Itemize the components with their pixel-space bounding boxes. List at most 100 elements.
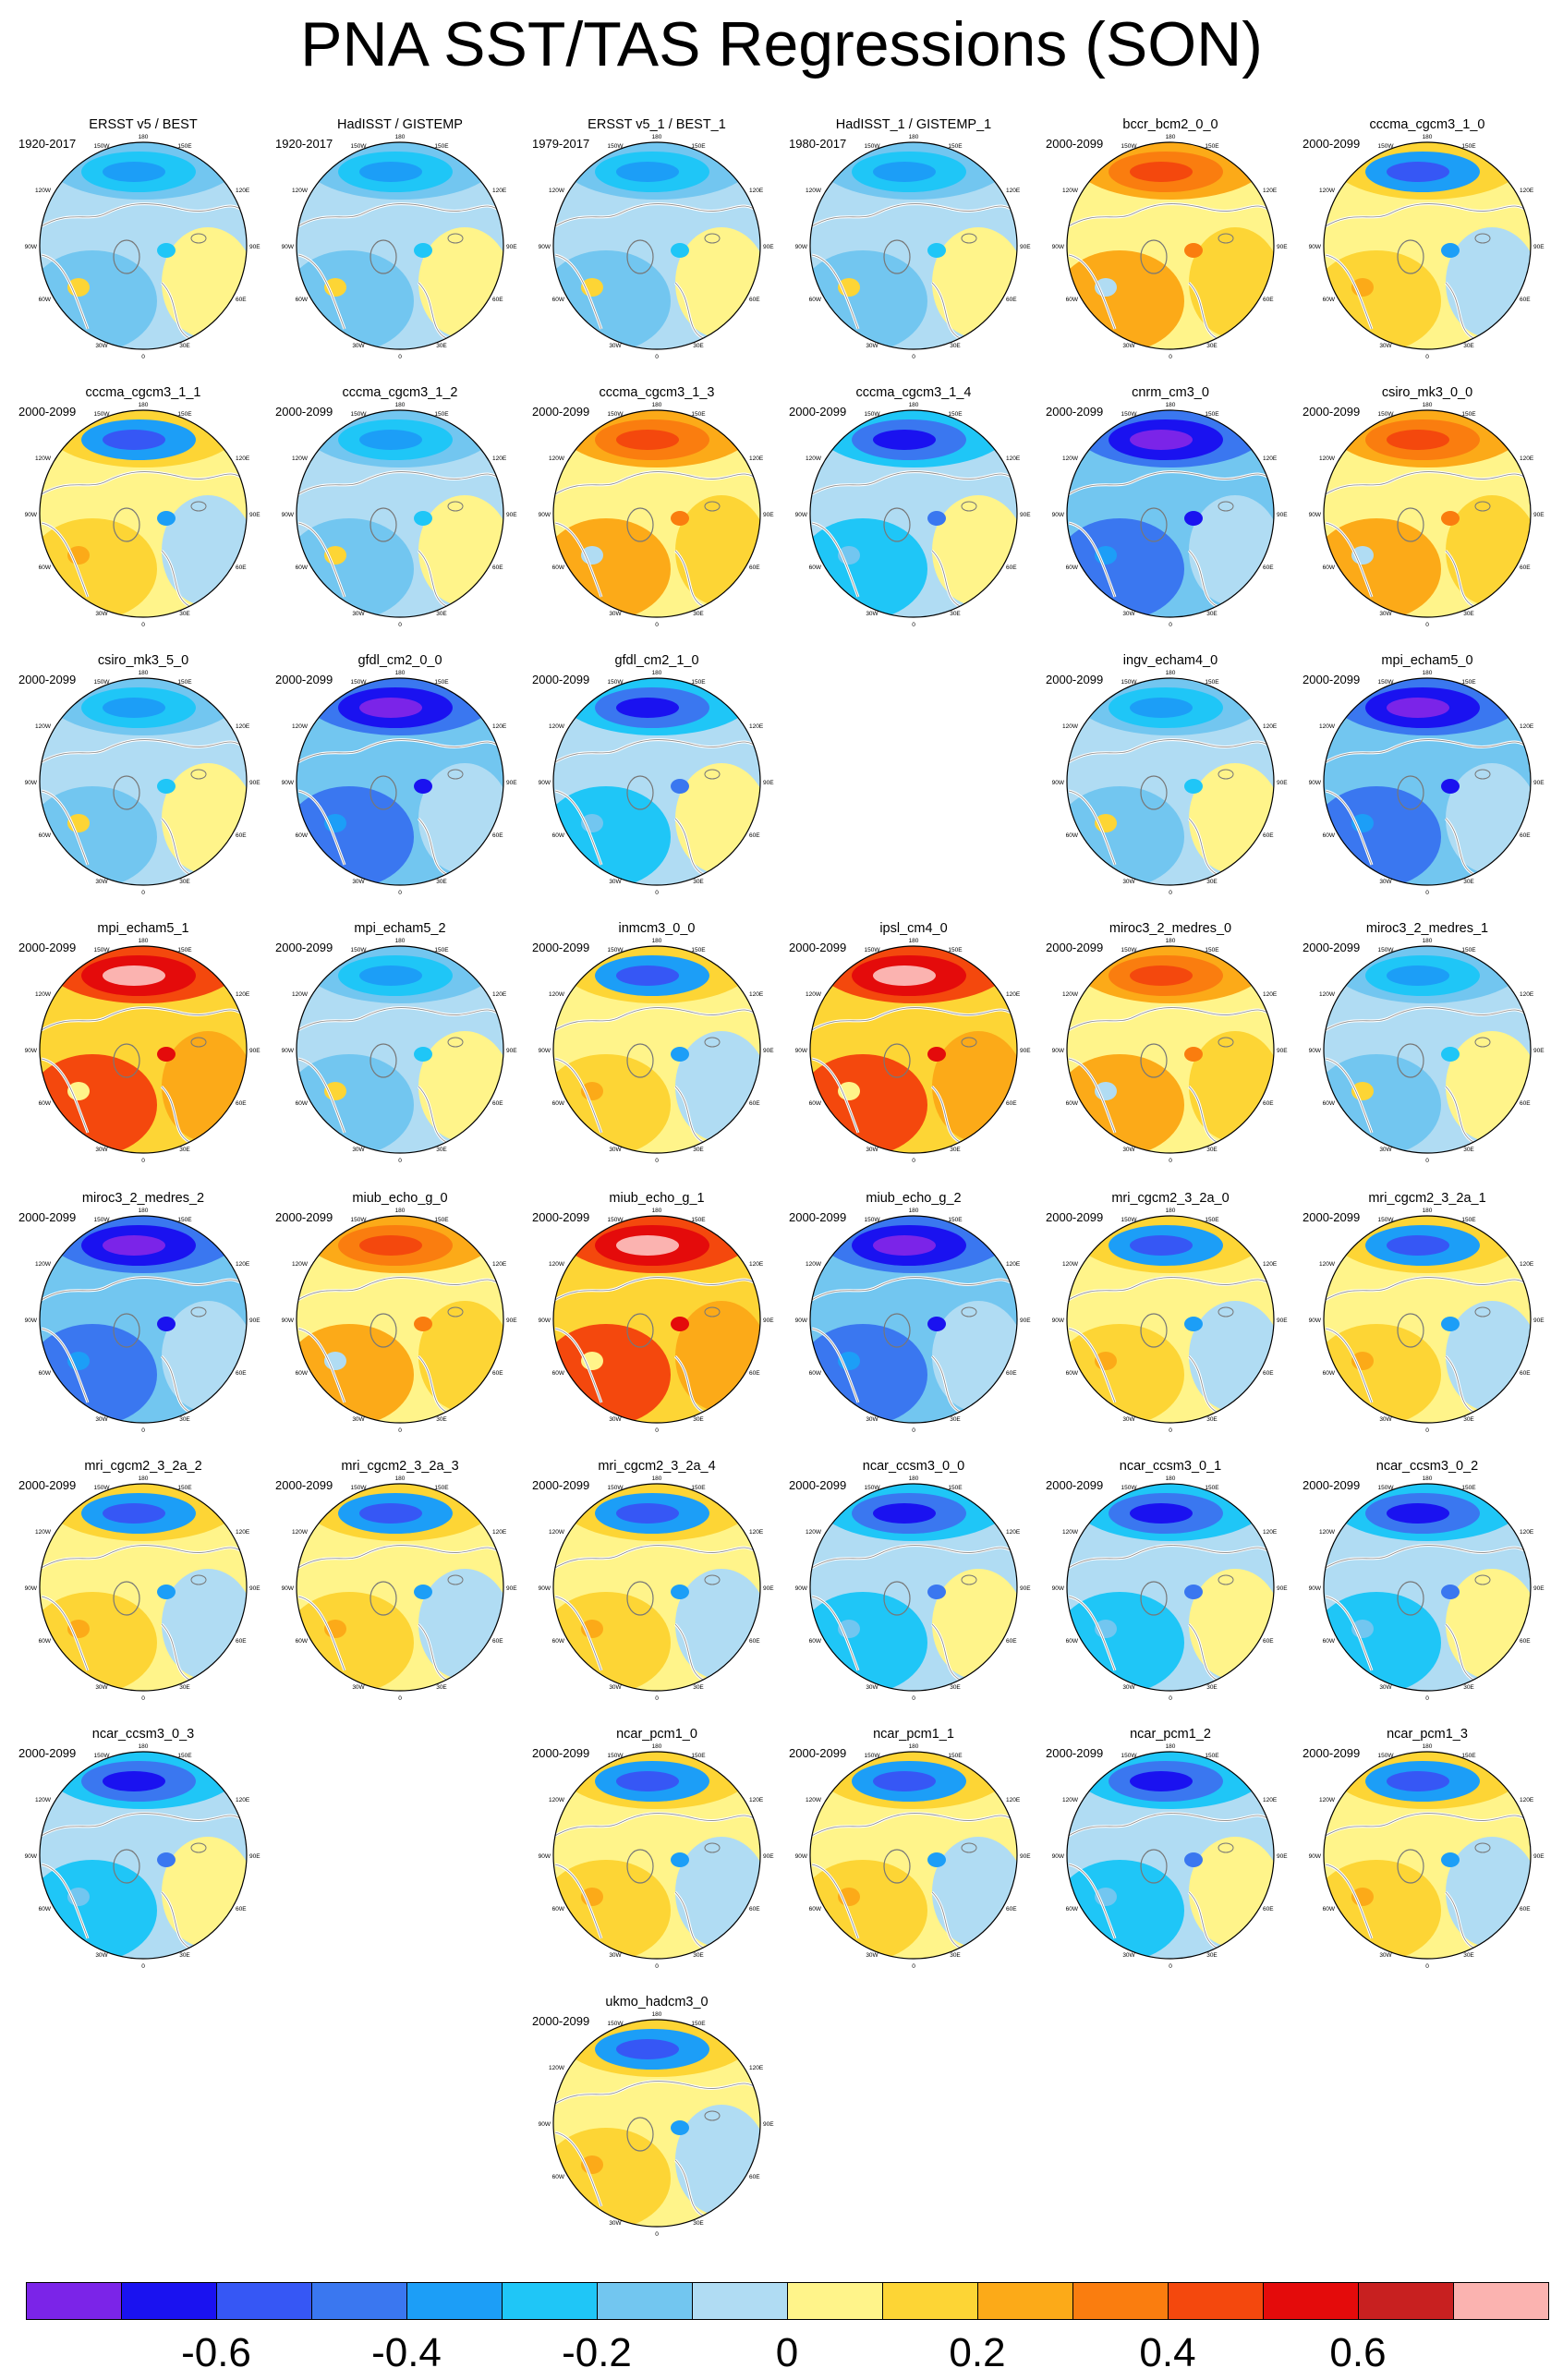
coastline <box>553 471 760 496</box>
map-panel: 180 150W 150E 120W 120E 90W 90E 60W 60E 30W 30E 0 mp… <box>1302 652 1552 894</box>
field-spot <box>1184 243 1203 258</box>
longitude-label: 120W <box>1062 1261 1079 1268</box>
pna-core <box>1387 1771 1449 1791</box>
longitude-label: 180 <box>139 1475 149 1482</box>
panel-period: 1920-2017 <box>275 137 333 151</box>
map-panel: 180 150W 150E 120W 120E 90W 90E 60W 60E 30W 30E 0 nc… <box>789 1458 1038 1700</box>
longitude-label: 90E <box>249 512 260 518</box>
island-outline <box>190 1037 207 1048</box>
greenland-outline <box>1397 1849 1424 1884</box>
longitude-label: 120W <box>35 455 52 462</box>
panel-period: 1980-2017 <box>789 137 847 151</box>
longitude-label: 90E <box>1533 512 1545 518</box>
longitude-label: 30E <box>179 611 190 617</box>
coastline <box>1067 1007 1274 1032</box>
longitude-label: 150W <box>351 1217 368 1223</box>
greenland-outline <box>1140 1849 1168 1884</box>
map-field <box>553 410 760 617</box>
longitude-label: 90E <box>506 1048 517 1054</box>
field-spot <box>1441 1852 1460 1867</box>
longitude-label: 150W <box>94 1753 111 1759</box>
longitude-label: 60E <box>492 297 503 303</box>
map-panel: 180 150W 150E 120W 120E 90W 90E 60W 60E 30W 30E 0 mi… <box>1302 920 1552 1162</box>
longitude-label: 150W <box>351 143 368 150</box>
polar-map: 180 150W 150E 120W 120E 90W 90E 60W 60E 30W 30E 0 <box>1309 134 1545 358</box>
island-outline <box>961 1306 977 1318</box>
longitude-label: 180 <box>395 1475 406 1482</box>
longitude-label: 30W <box>1122 343 1135 349</box>
longitude-label: 120W <box>806 455 822 462</box>
coastline <box>1068 1058 1218 1143</box>
longitude-label: 120W <box>1319 723 1336 730</box>
longitude-label: 150E <box>1205 1217 1219 1223</box>
longitude-label: 30E <box>436 343 447 349</box>
greenland-outline <box>1140 1313 1168 1348</box>
colorbar-tick-label: 0.2 <box>949 2330 1006 2375</box>
longitude-label: 30W <box>352 879 365 885</box>
map-panel: 180 150W 150E 120W 120E 90W 90E 60W 60E 30W 30E 0 mi… <box>532 1190 782 1432</box>
polar-map: 180 150W 150E 120W 120E 90W 90E 60W 60E 30W 30E 0 <box>795 1208 1032 1432</box>
coastline <box>41 522 190 607</box>
longitude-label: 0 <box>655 2231 659 2236</box>
map-field <box>297 1484 503 1691</box>
polar-map: 180 150W 150E 120W 120E 90W 90E 60W 60E 30W 30E 0 <box>1309 670 1545 894</box>
longitude-label: 60E <box>1263 297 1274 303</box>
island-outline <box>1218 769 1234 780</box>
longitude-label: 120W <box>806 1529 822 1536</box>
longitude-label: 30W <box>609 1416 622 1423</box>
longitude-label: 120E <box>492 991 507 998</box>
panel-period: 2000-2099 <box>275 1478 333 1492</box>
longitude-label: 60E <box>749 1906 760 1912</box>
coastline <box>553 1545 760 1570</box>
coastline <box>1325 1328 1474 1413</box>
longitude-label: 90W <box>539 1318 551 1324</box>
longitude-label: 150W <box>1378 1485 1395 1491</box>
pna-core <box>873 430 936 450</box>
field-spot <box>671 1852 689 1867</box>
panel-title: mri_cgcm2_3_2a_3 <box>341 1459 459 1474</box>
longitude-label: 150E <box>948 143 963 150</box>
longitude-label: 150W <box>865 143 881 150</box>
longitude-label: 90W <box>25 1048 38 1054</box>
polar-map: 180 150W 150E 120W 120E 90W 90E 60W 60E 30W 30E 0 <box>539 2011 775 2236</box>
longitude-label: 30E <box>693 611 704 617</box>
longitude-label: 60E <box>749 1100 760 1107</box>
longitude-label: 30W <box>866 1147 878 1153</box>
longitude-label: 0 <box>655 1695 659 1700</box>
longitude-label: 30W <box>1379 343 1392 349</box>
longitude-label: 0 <box>1169 354 1172 358</box>
colorbar-swatch <box>787 2282 883 2320</box>
longitude-label: 90E <box>763 1853 774 1860</box>
longitude-label: 120W <box>549 1797 565 1803</box>
longitude-label: 30E <box>436 1416 447 1423</box>
greenland-outline <box>1140 1043 1168 1078</box>
field-spot <box>157 1317 176 1331</box>
field-spot <box>1184 779 1203 794</box>
pna-core <box>616 1503 679 1524</box>
longitude-label: 0 <box>912 1695 915 1700</box>
longitude-label: 0 <box>1169 1963 1172 1968</box>
longitude-label: 120W <box>1062 455 1079 462</box>
coastline <box>40 203 247 228</box>
island-outline <box>961 501 977 512</box>
field-spot <box>1441 1317 1460 1331</box>
panel-title: csiro_mk3_5_0 <box>97 653 189 668</box>
longitude-label: 60E <box>492 1638 503 1645</box>
pna-core <box>873 965 936 986</box>
island-outline <box>961 1574 977 1585</box>
longitude-label: 30W <box>95 879 108 885</box>
island-outline <box>1218 1037 1234 1048</box>
longitude-label: 180 <box>652 402 662 408</box>
longitude-label: 60E <box>749 1370 760 1377</box>
map-panel: 180 150W 150E 120W 120E 90W 90E 60W 60E 30W 30E 0 nc… <box>1046 1458 1295 1700</box>
island-outline <box>961 1037 977 1048</box>
longitude-label: 150E <box>1205 1753 1219 1759</box>
longitude-label: 90W <box>1052 244 1065 250</box>
longitude-label: 60E <box>492 565 503 571</box>
longitude-label: 30E <box>436 611 447 617</box>
coastline <box>41 1058 190 1143</box>
map-panel: 180 150W 150E 120W 120E 90W 90E 60W 60E 30W 30E 0 cs… <box>1302 384 1552 626</box>
map-boundary <box>809 1215 1018 1424</box>
longitude-label: 30W <box>866 1416 878 1423</box>
panel-title: miub_echo_g_1 <box>609 1191 705 1206</box>
